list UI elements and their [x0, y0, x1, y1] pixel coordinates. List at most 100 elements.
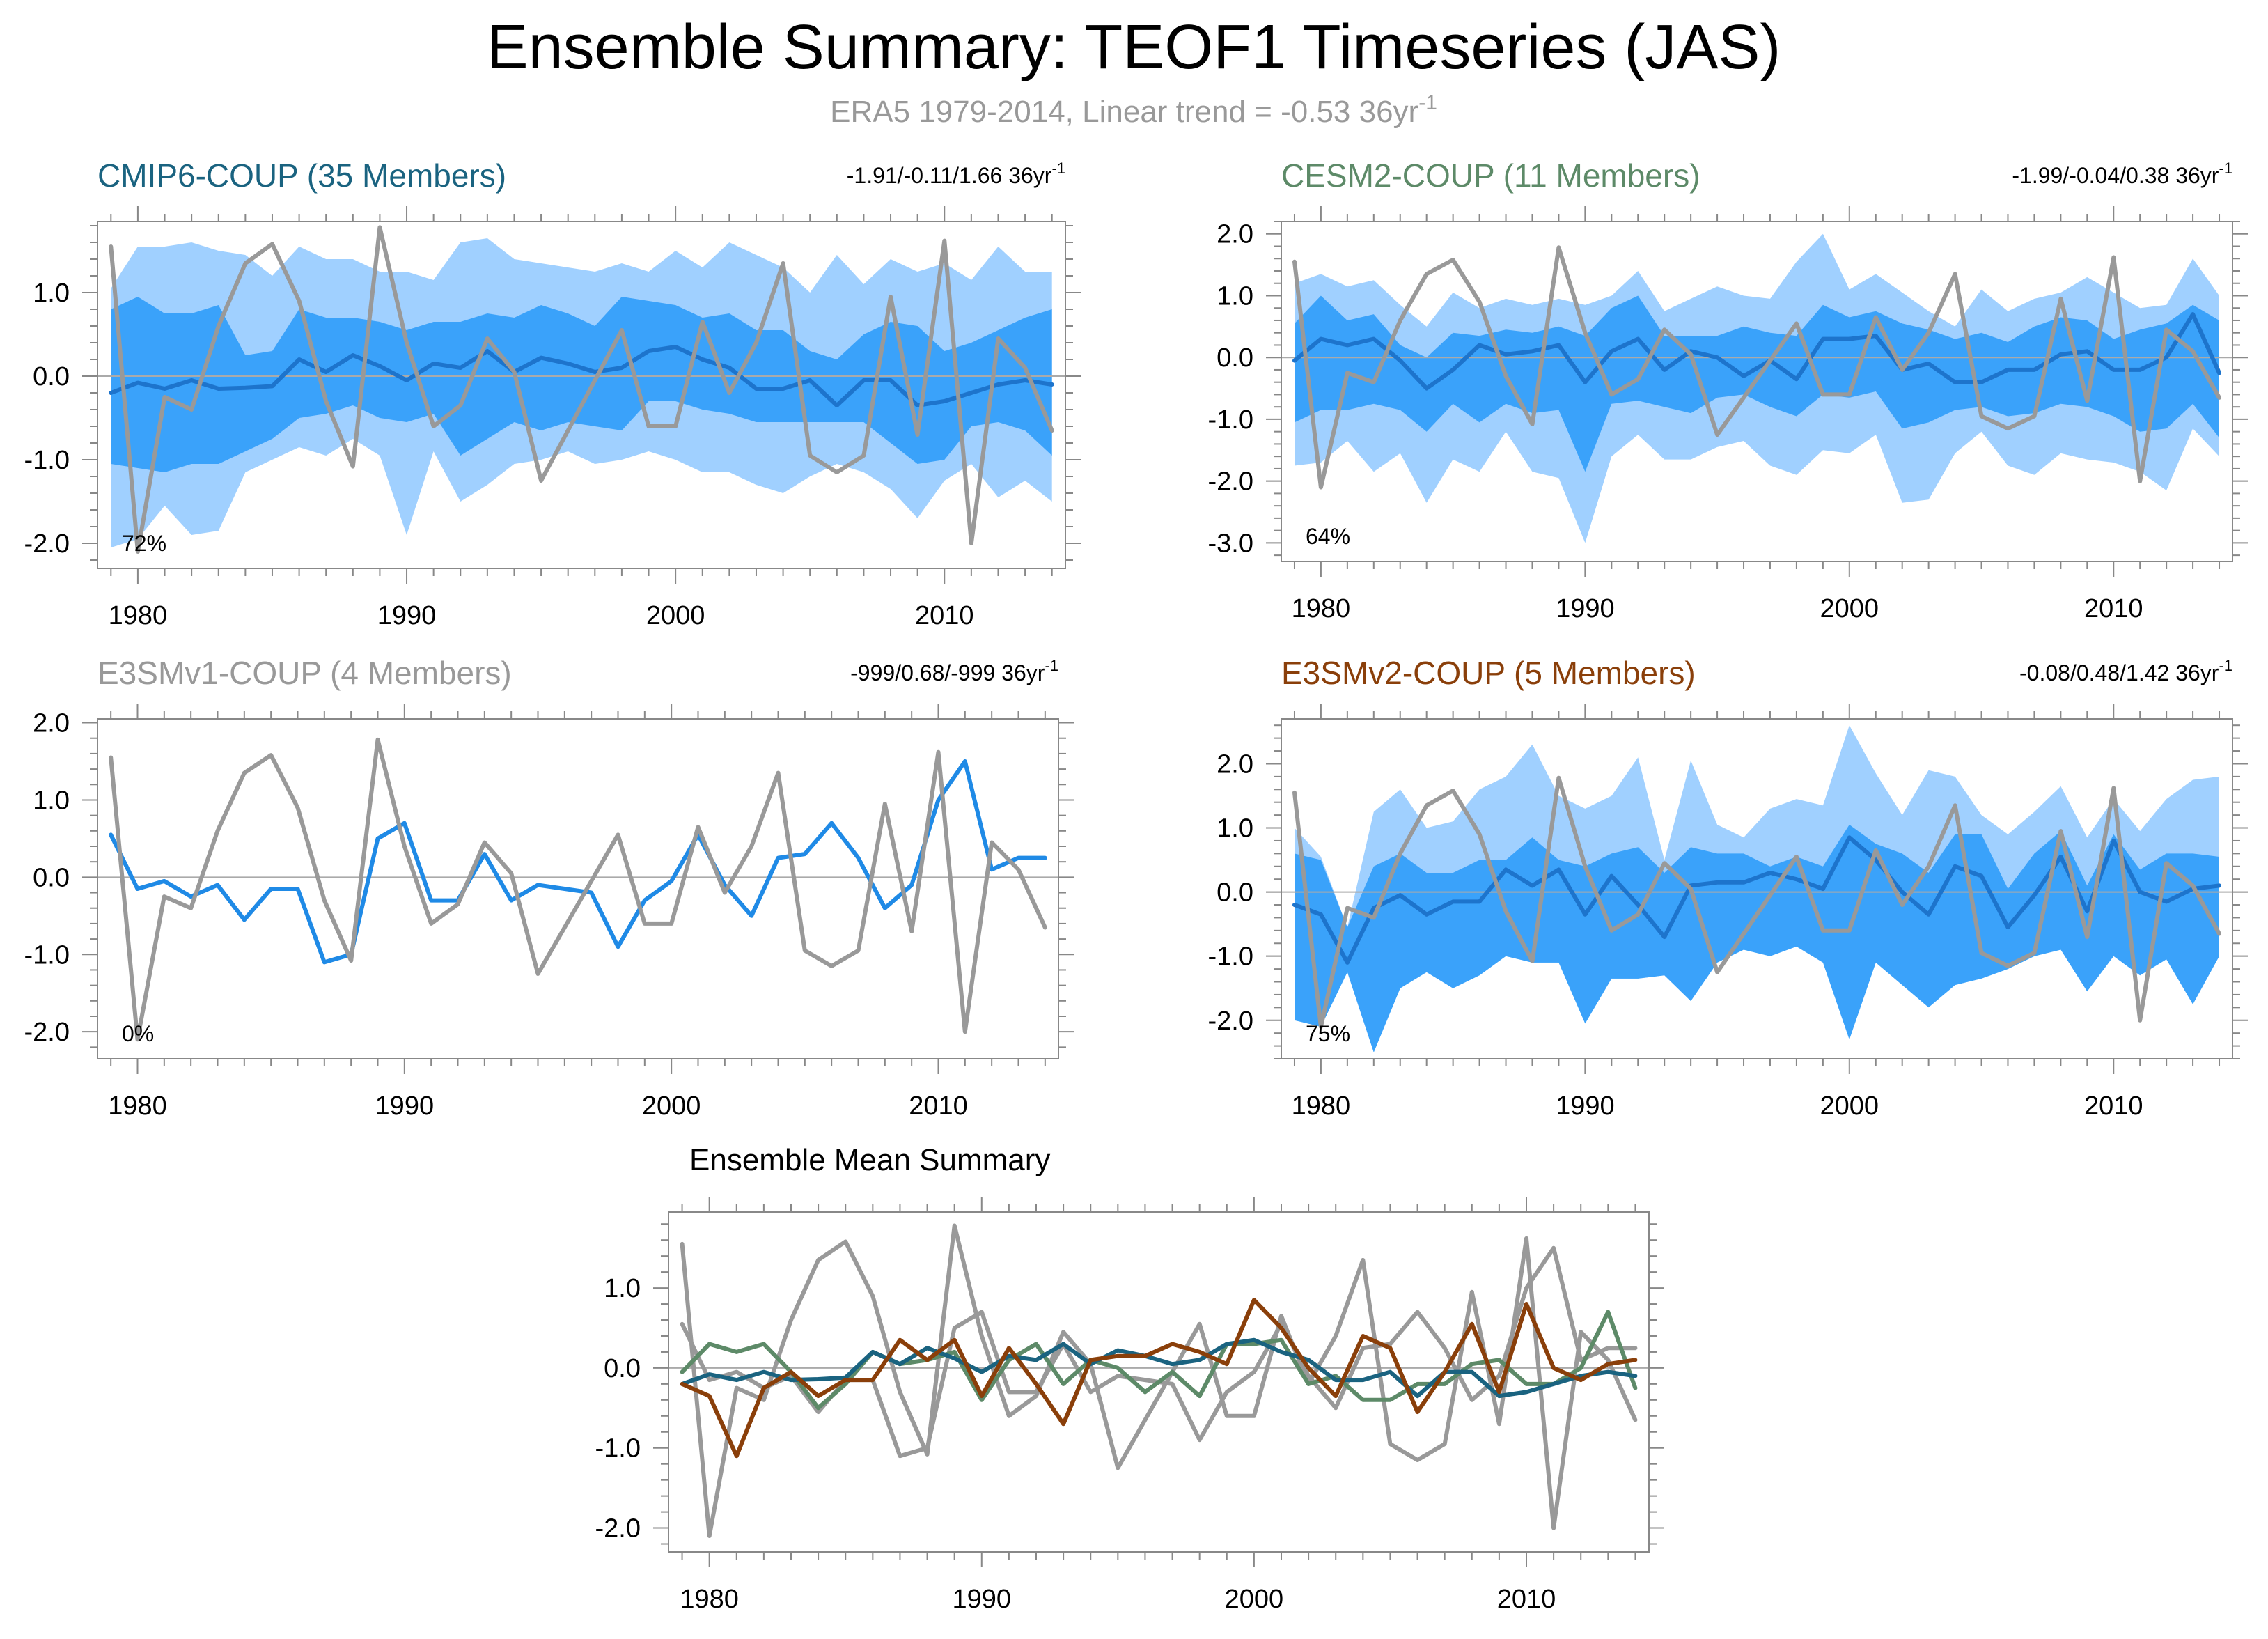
band-inner-cmip6: [111, 297, 1052, 472]
percent-label-e3smv1: 0%: [122, 1021, 154, 1046]
figure-subtitle: ERA5 1979-2014, Linear trend = -0.53 36y…: [830, 91, 1437, 129]
plot-area-e3smv2: [1281, 725, 2232, 1052]
trend-label-e3smv1: -999/0.68/-999 36yr-1: [850, 657, 1058, 685]
plot-frame-e3smv1: [97, 718, 1059, 1059]
x-tick-label: 1980: [108, 1092, 167, 1121]
y-tick-label: -1.0: [24, 940, 70, 970]
x-tick-label: 2000: [1820, 1092, 1879, 1121]
panel-e3smv1: 1980 1990 2000 2010 2.0 1.0 0.0 -1.0 -2.0 E3SMv1-…: [24, 655, 1074, 1121]
x-tick-label: 2010: [909, 1092, 968, 1121]
x-tick-label: 1980: [1292, 594, 1351, 623]
y-tick-label: -2.0: [1208, 1007, 1253, 1036]
trend-text: -0.08/0.48/1.42 36yr: [2019, 660, 2219, 685]
panel-title-summary: Ensemble Mean Summary: [689, 1143, 1050, 1177]
x-tick-label: 2010: [2084, 1092, 2143, 1121]
series-line-cmip6-obs: [109, 225, 1054, 554]
x-tick-label: 2000: [1820, 594, 1879, 623]
plot-frame-e3smv2: [1281, 718, 2233, 1059]
y-tick-label: -1.0: [24, 446, 70, 475]
panel-title-e3smv2: E3SMv2-COUP (5 Members): [1281, 655, 1696, 691]
x-tick-label: 1980: [109, 601, 168, 630]
x-tick-label: 1990: [377, 601, 437, 630]
trend-exponent: -1: [2219, 160, 2232, 177]
y-tick-label: 1.0: [1217, 814, 1253, 844]
x-tick-label: 2000: [1225, 1585, 1284, 1614]
y-tick-label: 0.0: [33, 362, 70, 391]
x-tick-label: 1990: [1556, 1092, 1615, 1121]
percent-label-cesm2: 64%: [1306, 524, 1350, 549]
series-line-summary-cesm2: [680, 1310, 1638, 1411]
x-tick-label: 1990: [375, 1092, 435, 1121]
band-inner-cesm2: [1295, 295, 2219, 472]
series-line-summary-cmip6: [680, 1337, 1638, 1399]
y-tick-label: -1.0: [595, 1434, 641, 1463]
x-tick-label: 2010: [1497, 1585, 1556, 1614]
figure-title: Ensemble Summary: TEOF1 Timeseries (JAS): [487, 13, 1781, 82]
x-tick-label: 1980: [680, 1585, 739, 1614]
trend-exponent: -1: [1045, 657, 1058, 674]
panel-cmip6: 1980 1990 2000 2010 1.0 0.0 -1.0 -2.0 CMIP6-COUP…: [24, 157, 1081, 630]
y-tick-label: 2.0: [33, 709, 70, 738]
trend-text: -999/0.68/-999 36yr: [850, 660, 1045, 685]
y-tick-label: 1.0: [604, 1274, 641, 1303]
panel-title-e3smv1: E3SMv1-COUP (4 Members): [97, 655, 512, 691]
y-tick-label: 1.0: [33, 786, 70, 815]
panel-summary: 1980 1990 2000 2010 1.0 0.0 -1.0 -2.0 Ensemble M…: [595, 1143, 1664, 1614]
subtitle-text: ERA5 1979-2014, Linear trend = -0.53 36y…: [830, 95, 1418, 129]
plot-area-summary: [668, 1223, 1649, 1538]
plot-area-cmip6: [97, 225, 1065, 554]
percent-label-e3smv2: 75%: [1306, 1021, 1350, 1046]
trend-exponent: -1: [2219, 657, 2232, 674]
y-tick-label: 1.0: [1217, 281, 1253, 311]
y-tick-label: 0.0: [604, 1354, 641, 1383]
trend-label-e3smv2: -0.08/0.48/1.42 36yr-1: [2019, 657, 2232, 685]
trend-label-cesm2: -1.99/-0.04/0.38 36yr-1: [2012, 160, 2232, 188]
plot-frame-cesm2: [1281, 221, 2233, 562]
panels-group: 1980 1990 2000 2010 1.0 0.0 -1.0 -2.0 CMIP6-COUP…: [24, 157, 2248, 1614]
x-tick-label: 2010: [915, 601, 974, 630]
panel-e3smv2: 1980 1990 2000 2010 2.0 1.0 0.0 -1.0 -2.0 E3SMv2-…: [1208, 655, 2248, 1121]
plot-area-cesm2: [1281, 233, 2232, 543]
panel-title-cmip6: CMIP6-COUP (35 Members): [97, 157, 506, 194]
x-tick-label: 2000: [642, 1092, 701, 1121]
y-tick-label: -2.0: [1208, 467, 1253, 497]
series-line-e3smv1-obs: [109, 737, 1047, 1042]
percent-label-cmip6: 72%: [122, 531, 166, 556]
series-line-cesm2-obs: [1292, 245, 2221, 490]
trend-exponent: -1: [1051, 160, 1065, 177]
y-tick-label: -1.0: [1208, 405, 1253, 435]
panel-title-cesm2: CESM2-COUP (11 Members): [1281, 157, 1700, 194]
series-line-cesm2-mean: [1292, 312, 2221, 391]
y-tick-label: 2.0: [1217, 749, 1253, 779]
plot-frame-summary: [668, 1211, 1650, 1553]
y-tick-label: -1.0: [1208, 942, 1253, 972]
x-tick-label: 2000: [646, 601, 705, 630]
y-tick-label: -3.0: [1208, 529, 1253, 558]
y-tick-label: 0.0: [33, 863, 70, 892]
x-tick-label: 1990: [953, 1585, 1012, 1614]
series-line-e3smv2-obs: [1292, 775, 2221, 1029]
subtitle-exponent: -1: [1418, 91, 1437, 114]
series-line-cmip6-mean: [109, 345, 1054, 407]
y-tick-label: -2.0: [24, 1018, 70, 1047]
plot-frame-cmip6: [97, 221, 1066, 569]
y-tick-label: -2.0: [595, 1514, 641, 1544]
x-tick-label: 2010: [2084, 594, 2143, 623]
y-tick-label: 2.0: [1217, 220, 1253, 249]
series-line-e3smv2-mean: [1292, 835, 2221, 965]
series-line-summary-obs: [680, 1223, 1638, 1538]
y-tick-label: 0.0: [1217, 878, 1253, 908]
trend-text: -1.99/-0.04/0.38 36yr: [2012, 163, 2219, 188]
series-line-summary-e3smv2: [680, 1298, 1638, 1459]
trend-text: -1.91/-0.11/1.66 36yr: [847, 163, 1052, 188]
series-line-e3smv1-single: [109, 759, 1047, 965]
y-tick-label: 1.0: [33, 279, 70, 308]
x-tick-label: 1980: [1292, 1092, 1351, 1121]
y-tick-label: -2.0: [24, 529, 70, 559]
x-tick-label: 1990: [1556, 594, 1615, 623]
trend-label-cmip6: -1.91/-0.11/1.66 36yr-1: [847, 160, 1065, 188]
plot-area-e3smv1: [97, 737, 1058, 1042]
y-tick-label: 0.0: [1217, 343, 1253, 373]
panel-cesm2: 1980 1990 2000 2010 2.0 1.0 0.0 -1.0 -2.0 -3.0 CES…: [1208, 157, 2248, 623]
